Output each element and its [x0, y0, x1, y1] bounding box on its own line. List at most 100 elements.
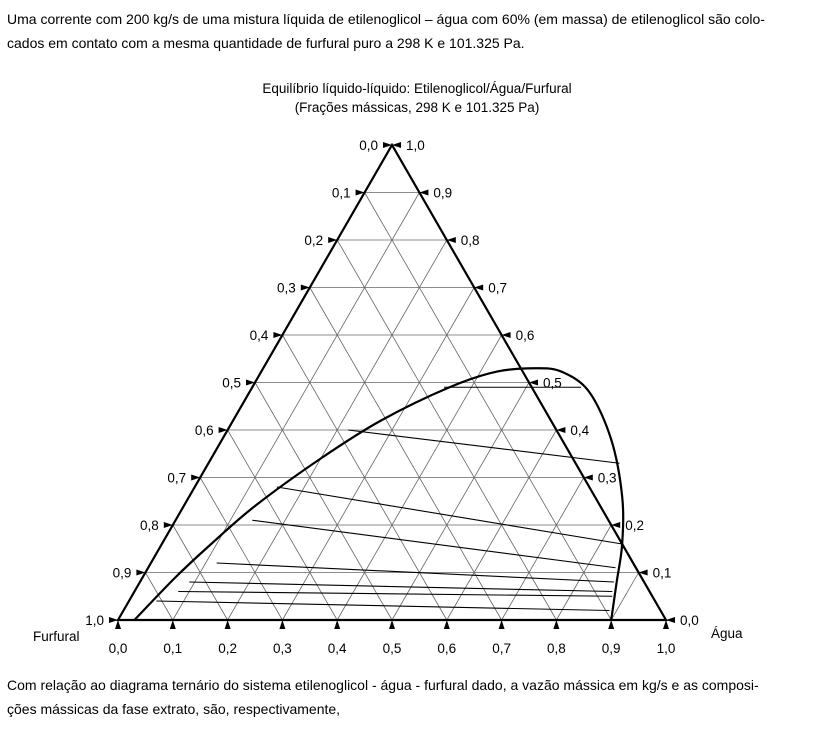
tick-mark-right [556, 427, 566, 433]
left-tick-label: 0,5 [222, 376, 241, 391]
grid-line-diagonal-b [199, 477, 283, 621]
right-tick-label: 0,9 [433, 186, 452, 201]
vertex-label-furfural: Furfural [33, 629, 80, 644]
right-tick-label: 0,3 [598, 471, 617, 486]
tie-line [276, 486, 623, 545]
problem-statement-line-1: Uma corrente com 200 kg/s de uma mistura… [7, 11, 765, 27]
right-tick-label: 0,8 [461, 233, 480, 248]
bottom-tick-label: 0,3 [273, 641, 292, 656]
left-tick-label: 0,3 [277, 281, 296, 296]
grid-line-diagonal-a [391, 382, 530, 621]
tick-mark-left [328, 237, 338, 243]
tick-mark-bottom [279, 620, 286, 629]
right-tick-label: 0,4 [570, 423, 589, 438]
tick-mark-right [501, 332, 511, 338]
tick-mark-bottom [498, 620, 505, 629]
grid-line-diagonal-a [501, 477, 585, 621]
bottom-tick-label: 0,8 [547, 641, 566, 656]
bottom-tick-label: 0,2 [218, 641, 237, 656]
question-text-line-2: ções mássicas da fase extrato, são, resp… [7, 701, 341, 717]
tick-mark-right [392, 142, 401, 148]
tick-mark-bottom [389, 620, 395, 629]
triangle-outline [116, 142, 668, 622]
left-tick-label: 0,6 [195, 423, 214, 438]
tick-mark-bottom [169, 620, 176, 629]
tick-mark-bottom [224, 620, 231, 629]
tick-mark-left [300, 284, 310, 291]
tick-mark-bottom [443, 620, 450, 629]
tie-line [156, 600, 610, 612]
problem-statement-line-2: cados em contato com a mesma quantidade … [7, 35, 525, 51]
bottom-tick-label: 0,4 [328, 641, 347, 656]
tie-line [348, 429, 620, 464]
left-tick-label: 1,0 [85, 613, 104, 628]
grid-line-diagonal-a [172, 192, 420, 621]
left-tick-label: 0,0 [359, 138, 378, 153]
tick-mark-left [246, 379, 255, 386]
tick-mark-right [419, 189, 429, 196]
bottom-tick-label: 0,9 [602, 641, 621, 656]
tick-mark-left [383, 142, 392, 148]
tick-mark-right [611, 522, 621, 528]
tie-line [189, 581, 613, 593]
ternary-grid [145, 192, 639, 621]
right-tick-label: 0,5 [543, 376, 562, 391]
tick-mark-left [163, 522, 173, 528]
left-tick-label: 0,2 [304, 233, 323, 248]
bottom-tick-label: 0,1 [163, 641, 182, 656]
bottom-tick-label: 1,0 [657, 641, 676, 656]
right-tick-label: 0,0 [680, 613, 699, 628]
tick-mark-bottom [334, 620, 341, 629]
tick-marks [109, 142, 675, 629]
right-tick-label: 0,6 [516, 328, 535, 343]
grid-line-diagonal-a [610, 572, 639, 621]
grid-line-diagonal-b [364, 192, 612, 621]
tick-mark-left [355, 189, 365, 196]
left-tick-label: 0,9 [113, 566, 132, 581]
grid-line-diagonal-b [172, 524, 228, 621]
problem-statement: Uma corrente com 200 kg/s de uma mistura… [7, 7, 832, 55]
tick-mark-left [273, 332, 283, 338]
question-text-line-1: Com relação ao diagrama ternário do sist… [7, 677, 759, 693]
right-tick-label: 1,0 [406, 138, 425, 153]
tick-mark-bottom [608, 620, 615, 629]
vertex-label-agua: Água [711, 626, 743, 641]
tick-mark-bottom [553, 620, 560, 629]
tie-line [216, 562, 614, 583]
tick-mark-left [218, 427, 228, 433]
grid-line-diagonal-b [145, 572, 174, 621]
question-text: Com relação ao diagrama ternário do sist… [7, 673, 832, 721]
diagram-title: Equilíbrio líquido-líquido: Etilenoglico… [262, 81, 571, 96]
right-tick-label: 0,1 [653, 566, 672, 581]
bottom-tick-label: 0,5 [383, 641, 402, 656]
bottom-tick-label: 0,0 [109, 641, 128, 656]
diagram-subtitle: (Frações mássicas, 298 K e 101.325 Pa) [295, 100, 540, 115]
tick-labels: 0,0 0,1 0,2 0,3 0,4 0,5 0,6 0,7 0,8 0,9 1,0 1,0 0,9 0… [85, 138, 699, 656]
tick-mark-right [529, 379, 538, 386]
tie-line [252, 519, 616, 569]
tick-mark-bottom [115, 620, 121, 629]
left-tick-label: 0,4 [250, 328, 269, 343]
left-tick-label: 0,7 [167, 471, 186, 486]
tick-mark-right [666, 617, 675, 623]
tick-mark-right [446, 237, 456, 243]
tie-line [178, 590, 613, 597]
binodal-curve [133, 367, 625, 621]
tick-mark-left [136, 569, 146, 576]
tick-mark-left [191, 474, 201, 481]
tick-mark-right [583, 474, 593, 481]
right-tick-label: 0,2 [625, 518, 644, 533]
tick-mark-bottom [663, 620, 669, 629]
bottom-tick-label: 0,6 [437, 641, 456, 656]
left-tick-label: 0,8 [140, 518, 159, 533]
tick-mark-right [474, 284, 484, 291]
grid-line-diagonal-b [227, 429, 338, 621]
left-tick-label: 0,1 [332, 186, 351, 201]
right-tick-label: 0,7 [488, 281, 507, 296]
tick-mark-right [638, 569, 648, 576]
grid-line-diagonal-a [282, 287, 475, 621]
grid-line-diagonal-b [254, 382, 393, 621]
grid-line-diagonal-b [309, 287, 502, 621]
bottom-tick-label: 0,7 [492, 641, 511, 656]
